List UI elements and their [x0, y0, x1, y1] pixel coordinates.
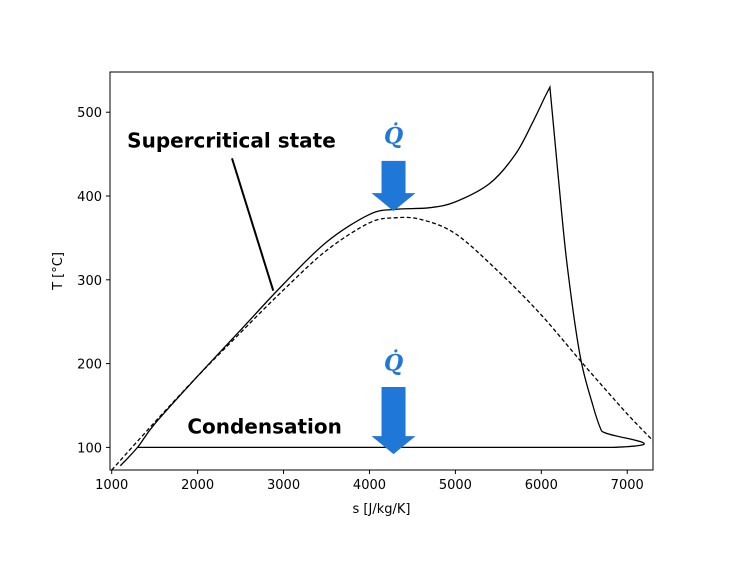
y-tick-label: 200 [77, 358, 102, 373]
plot-frame [109, 71, 654, 471]
annotation-pointer [231, 158, 275, 291]
x-tick-label: 1000 [95, 478, 128, 493]
curves-layer [111, 84, 653, 470]
y-tick-label: 400 [77, 190, 102, 205]
y-tick-label: 300 [77, 274, 102, 289]
y-tick-label: 500 [77, 106, 102, 121]
heat-arrow [371, 160, 416, 212]
y-tick-label: 100 [77, 441, 102, 456]
x-axis: 1000 2000 3000 4000 5000 6000 7000 [95, 470, 644, 493]
annotations-layer: Supercritical state Condensation [127, 129, 342, 439]
x-axis-label: s [J/kg/K] [353, 502, 411, 517]
x-tick-label: 7000 [611, 478, 644, 493]
heat-flow-label: Q̇ [384, 124, 403, 150]
saturation-dome-line [111, 216, 653, 470]
x-tick-label: 5000 [439, 478, 472, 493]
cycle-line [119, 84, 645, 467]
heat-arrow [371, 387, 416, 455]
x-tick-label: 3000 [267, 478, 300, 493]
condensation-annotation: Condensation [187, 414, 342, 438]
x-tick-label: 4000 [353, 478, 386, 493]
heat-arrows-layer: Q̇ Q̇ [371, 124, 416, 455]
supercritical-annotation: Supercritical state [127, 129, 336, 153]
heat-flow-label: Q̇ [384, 351, 403, 377]
x-tick-label: 6000 [525, 478, 558, 493]
x-tick-label: 2000 [181, 478, 214, 493]
y-axis-label: T [°C] [51, 252, 66, 291]
y-axis: 100 200 300 400 500 [77, 106, 110, 456]
